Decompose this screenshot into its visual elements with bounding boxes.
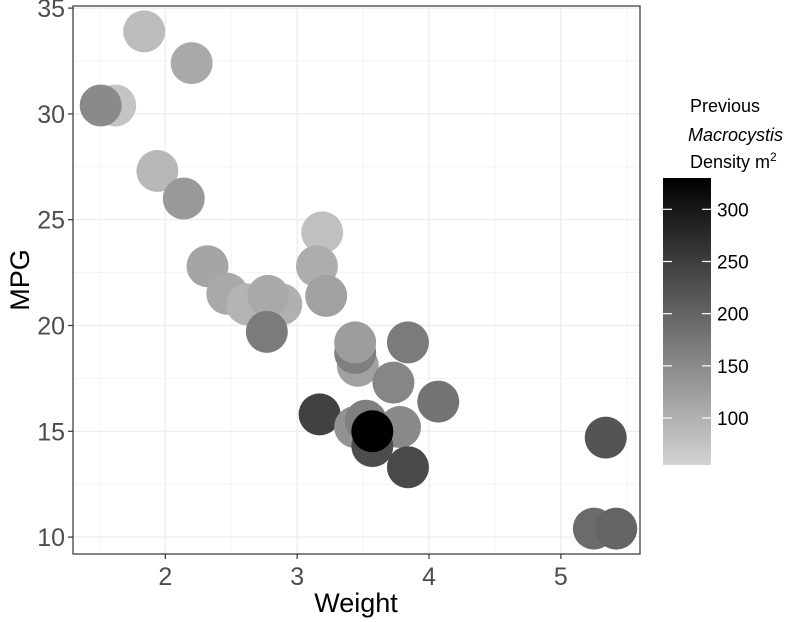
plot-panel-border — [72, 5, 641, 555]
legend-tick-label: 300 — [717, 200, 749, 221]
legend-title-superscript: 2 — [770, 150, 777, 164]
data-point-5 — [136, 150, 179, 193]
legend-title-unit: Density m — [690, 152, 770, 172]
data-point-1 — [123, 10, 166, 53]
legend-tick-label: 100 — [717, 409, 749, 430]
data-point-15 — [245, 310, 288, 353]
legend-title-line-2: Macrocystis — [688, 125, 783, 145]
y-tick-label: 10 — [37, 524, 65, 552]
data-point-19 — [386, 321, 429, 364]
y-tick-label: 20 — [37, 312, 65, 340]
data-point-28 — [351, 410, 394, 453]
x-axis-ticks: 2 3 4 5 — [158, 554, 568, 591]
x-tick-label: 4 — [422, 563, 436, 591]
x-tick-label: 3 — [290, 563, 304, 591]
color-legend: Previous Macrocystis Density m2 100 150 20… — [663, 96, 783, 465]
y-tick-label: 25 — [37, 207, 65, 235]
y-tick-label: 15 — [37, 418, 65, 446]
data-point-20 — [372, 361, 415, 404]
legend-ticks: 100 150 200 250 300 — [663, 200, 749, 430]
y-axis-ticks: 10 15 20 25 30 35 — [37, 0, 73, 552]
data-point-2 — [170, 42, 213, 85]
legend-tick-label: 200 — [717, 305, 749, 326]
data-point-27 — [386, 446, 429, 489]
data-point-14 — [305, 274, 348, 317]
y-axis-title: MPG — [5, 249, 35, 311]
data-point-22 — [298, 393, 341, 436]
x-tick-label: 5 — [554, 563, 568, 591]
data-point-7 — [301, 211, 344, 254]
legend-title-line-1: Previous — [690, 96, 760, 116]
data-point-21 — [417, 380, 460, 423]
data-point-29 — [584, 416, 627, 459]
legend-tick-label: 150 — [717, 357, 749, 378]
data-point-6 — [162, 177, 205, 220]
legend-tick-label: 250 — [717, 252, 749, 273]
x-tick-label: 2 — [158, 563, 172, 591]
data-point-4 — [79, 84, 122, 127]
legend-title-line-3: Density m2 — [690, 150, 777, 172]
legend-color-bar — [663, 178, 711, 465]
data-point-18 — [334, 321, 377, 364]
y-tick-label: 35 — [37, 0, 65, 23]
data-point-31 — [595, 507, 638, 550]
plot-background — [73, 6, 640, 554]
x-axis-title: Weight — [314, 588, 398, 618]
data-points — [79, 10, 638, 550]
y-tick-label: 30 — [37, 101, 65, 129]
data-point-13 — [247, 274, 290, 317]
